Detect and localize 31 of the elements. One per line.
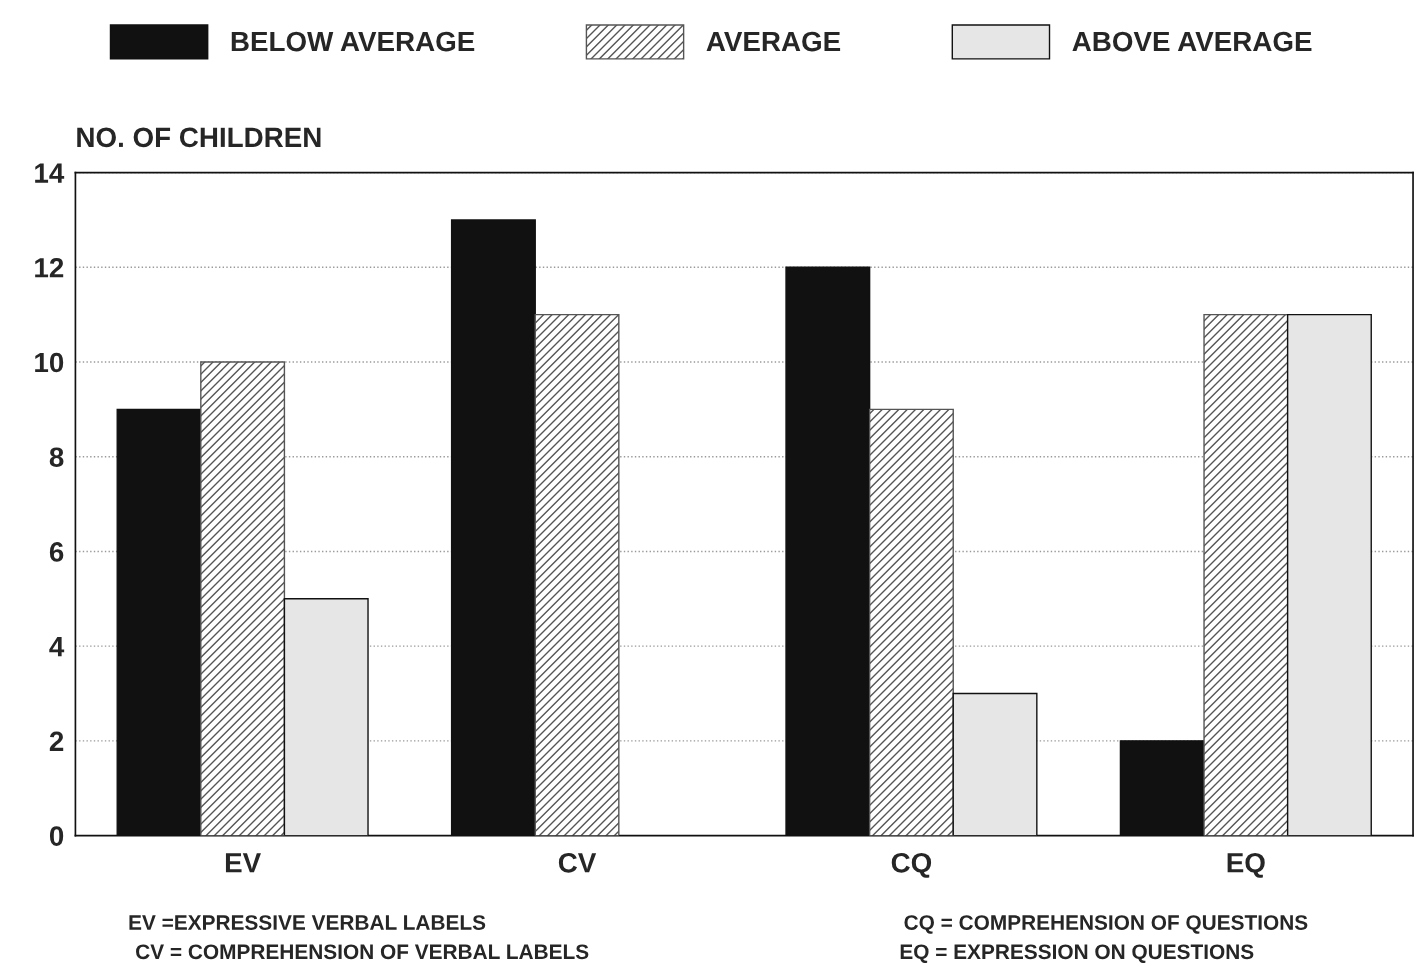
bar — [534, 313, 620, 836]
y-tick-label: 14 — [35, 163, 65, 183]
bar — [868, 408, 954, 836]
y-tick-label: 8 — [49, 447, 64, 468]
bar — [785, 266, 871, 836]
bar — [1286, 313, 1372, 836]
bar — [1119, 740, 1205, 836]
x-tick-label: CQ — [891, 852, 932, 878]
legend-label: ABOVE AVERAGE — [1072, 31, 1312, 52]
text: CV = COMPREHENSION OF VERBAL LABELS — [136, 944, 589, 960]
x-tick-label: EQ — [1227, 852, 1265, 878]
y-axis-title: NO. OF CHILDREN — [77, 127, 321, 148]
y-tick-label: 4 — [49, 637, 65, 657]
y-tick-label: 12 — [35, 257, 64, 278]
bar — [283, 598, 369, 836]
text: EQ = EXPRESSION ON QUESTIONS — [900, 944, 1254, 964]
y-tick-label: 2 — [49, 731, 64, 751]
bar — [952, 692, 1038, 836]
y-tick-label: 10 — [35, 352, 64, 373]
y-tick-label: 6 — [49, 542, 64, 562]
bar — [450, 219, 536, 836]
legend-label: BELOW AVERAGE — [231, 31, 475, 52]
x-tick-label: CV — [558, 852, 597, 873]
text: CQ = COMPREHENSION OF QUESTIONS — [904, 915, 1308, 934]
bar — [1203, 313, 1289, 836]
bar — [116, 408, 202, 836]
y-tick-label: 0 — [49, 826, 64, 846]
bar — [200, 361, 286, 836]
text: EV =EXPRESSIVE VERBAL LABELS — [129, 915, 486, 930]
legend-label: AVERAGE — [706, 31, 841, 52]
x-tick-label: EV — [225, 853, 261, 873]
